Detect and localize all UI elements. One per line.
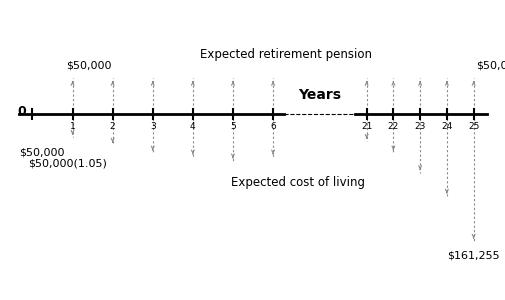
Text: 5: 5 bbox=[230, 122, 235, 130]
Text: 25: 25 bbox=[467, 122, 478, 130]
Text: $161,255: $161,255 bbox=[446, 251, 499, 261]
Text: 23: 23 bbox=[414, 122, 425, 130]
Text: 21: 21 bbox=[360, 122, 372, 130]
Text: Expected retirement pension: Expected retirement pension bbox=[200, 48, 372, 61]
Text: $50,000: $50,000 bbox=[19, 147, 65, 157]
Text: 3: 3 bbox=[149, 122, 156, 130]
Text: 6: 6 bbox=[270, 122, 275, 130]
Text: $50,000: $50,000 bbox=[66, 61, 111, 71]
Text: 4: 4 bbox=[190, 122, 195, 130]
Text: 2: 2 bbox=[110, 122, 115, 130]
Text: Years: Years bbox=[298, 88, 341, 102]
Text: 22: 22 bbox=[387, 122, 398, 130]
Text: $50,000: $50,000 bbox=[475, 61, 505, 71]
Text: 24: 24 bbox=[440, 122, 451, 130]
Text: $50,000(1.05): $50,000(1.05) bbox=[28, 159, 107, 169]
Text: 0: 0 bbox=[17, 105, 26, 118]
Text: 1: 1 bbox=[70, 122, 75, 130]
Text: Expected cost of living: Expected cost of living bbox=[230, 176, 364, 189]
